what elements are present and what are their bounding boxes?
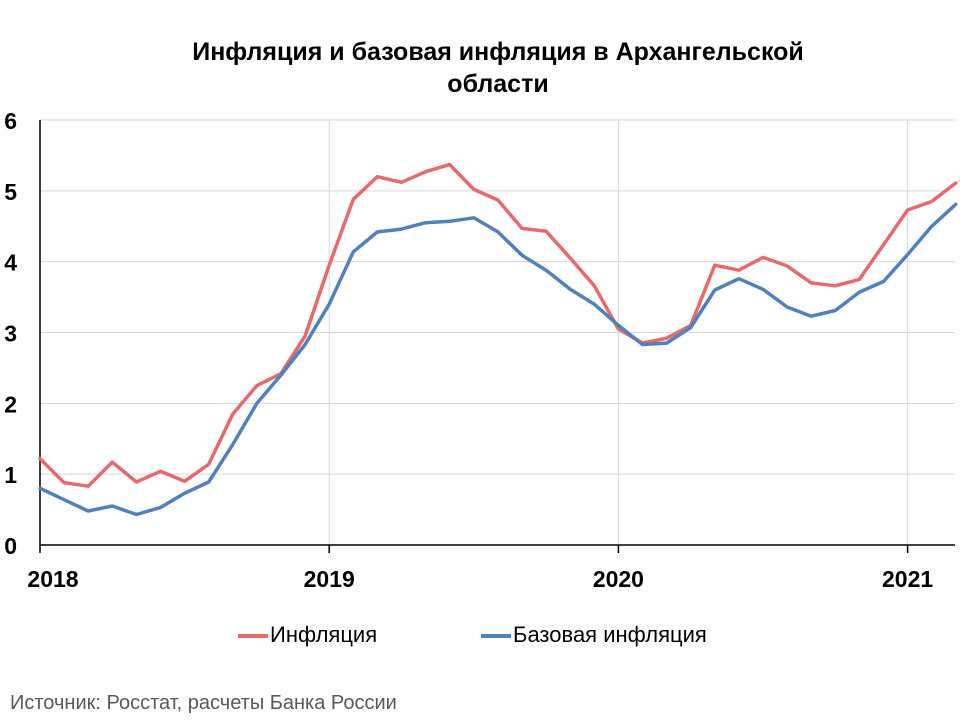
chart-legend: Инфляция Базовая инфляция <box>0 620 960 650</box>
y-tick-label: 0 <box>4 533 17 559</box>
legend-label-core-inflation: Базовая инфляция <box>513 622 707 647</box>
y-tick-label: 1 <box>4 462 17 488</box>
legend-label-inflation: Инфляция <box>270 622 378 647</box>
chart-title-line-2: области <box>447 70 549 98</box>
series-line-inflation <box>38 162 958 488</box>
x-tick-label: 2021 <box>882 566 933 592</box>
x-tick-label: 2019 <box>304 566 355 592</box>
source-note: Источник: Росстат, расчеты Банка России <box>10 692 397 714</box>
y-tick-label: 6 <box>4 108 17 134</box>
y-tick-label: 5 <box>4 179 17 205</box>
y-tick-label: 4 <box>4 250 17 276</box>
y-tick-label: 2 <box>4 391 17 417</box>
series-line-core-inflation <box>38 202 958 517</box>
x-tick-label: 2018 <box>27 566 78 592</box>
legend-swatch-inflation <box>238 634 268 638</box>
y-tick-label: 3 <box>4 321 17 347</box>
chart-title-line-1: Инфляция и базовая инфляция в Архангельс… <box>192 38 804 66</box>
x-tick-label: 2020 <box>593 566 644 592</box>
legend-swatch-core-inflation <box>481 634 511 638</box>
chart-title: Инфляция и базовая инфляция в Архангельс… <box>0 36 960 100</box>
